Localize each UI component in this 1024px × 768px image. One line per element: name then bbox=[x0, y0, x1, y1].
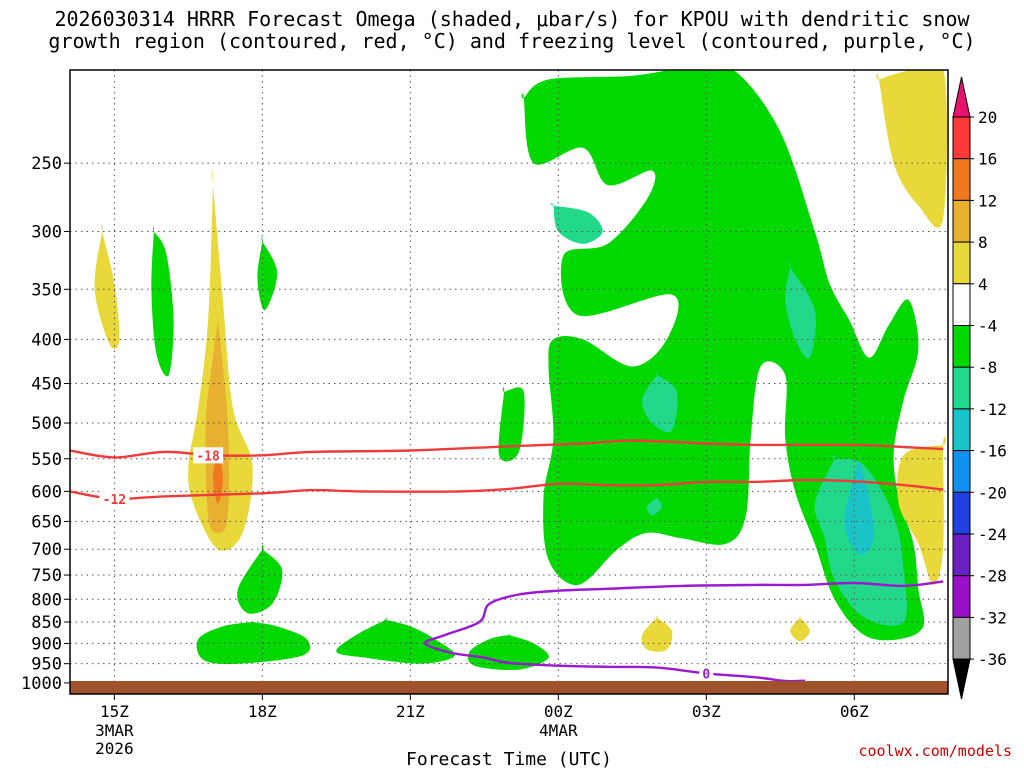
colorbar-top-arrow bbox=[952, 76, 971, 118]
omega-region-1 bbox=[151, 226, 174, 377]
colorbar-label-8: -16 bbox=[978, 442, 1007, 461]
colorbar-label-4: 4 bbox=[978, 275, 988, 294]
colorbar-segment-10 bbox=[952, 533, 971, 577]
colorbar-label-2: 12 bbox=[978, 191, 997, 210]
colorbar-label-5: -4 bbox=[978, 317, 997, 336]
contour-line-1 bbox=[70, 478, 944, 501]
contour-label-bg-0 bbox=[193, 447, 224, 464]
y-tick-label-450: 450 bbox=[31, 375, 62, 395]
colorbar-segment-2 bbox=[952, 199, 971, 243]
x-tick-label-00Z: 00Z bbox=[544, 702, 573, 721]
x-tick-label-06Z: 06Z bbox=[840, 702, 869, 721]
colorbar-bottom-arrow bbox=[952, 658, 971, 700]
x-tick-label-21Z: 21Z bbox=[396, 702, 425, 721]
x-tick-label-03Z: 03Z bbox=[692, 702, 721, 721]
contour-label-bg-1 bbox=[99, 490, 130, 507]
colorbar-segment-6 bbox=[952, 366, 971, 410]
contour-label-1: -12 bbox=[103, 493, 126, 508]
contour-line-0 bbox=[70, 439, 944, 459]
omega-region-11 bbox=[646, 496, 662, 516]
colorbar-segment-4 bbox=[952, 283, 971, 326]
y-tick-label-800: 800 bbox=[31, 590, 62, 610]
y-tick-label-300: 300 bbox=[31, 223, 62, 243]
y-tick-label-900: 900 bbox=[31, 634, 62, 654]
omega-region-18 bbox=[641, 615, 673, 652]
omega-region-14 bbox=[94, 224, 120, 349]
contour-label-2: 0 bbox=[702, 667, 710, 682]
colorbar-label-7: -12 bbox=[978, 400, 1007, 419]
omega-region-8 bbox=[550, 203, 603, 244]
omega-region-2 bbox=[257, 237, 278, 311]
credit-link[interactable]: coolwx.com/models bbox=[858, 742, 1012, 760]
colorbar-label-13: -36 bbox=[978, 650, 1007, 669]
temperature-contours: -18 -12 0 bbox=[70, 439, 944, 683]
y-tick-label-1000: 1000 bbox=[21, 674, 62, 694]
x-tick-sublabel-15Z-0: 3MAR bbox=[95, 721, 134, 740]
colorbar-segment-5 bbox=[952, 325, 971, 368]
y-tick-label-250: 250 bbox=[31, 154, 62, 174]
chart-title: 2026030314 HRRR Forecast Omega (shaded, … bbox=[0, 8, 1024, 52]
omega-region-5 bbox=[196, 621, 311, 664]
colorbar-segment-12 bbox=[952, 616, 971, 660]
contour-label-0: -18 bbox=[196, 449, 220, 464]
y-tick-label-350: 350 bbox=[31, 280, 62, 300]
title-line-2: growth region (contoured, red, °C) and f… bbox=[48, 29, 976, 53]
y-tick-label-700: 700 bbox=[31, 540, 62, 560]
terrain-strip bbox=[70, 681, 948, 694]
omega-region-19 bbox=[790, 615, 810, 642]
y-axis-tick-labels: 2503003504004505005506006507007508008509… bbox=[21, 154, 70, 694]
colorbar: 20 16 12 8 4 -4 -8 -12 -16 -20 -24 -28 -32 -36 bbox=[952, 76, 1007, 700]
x-axis-label: Forecast Time (UTC) bbox=[406, 749, 612, 768]
omega-region-21 bbox=[213, 440, 223, 504]
y-tick-label-600: 600 bbox=[31, 482, 62, 502]
y-tick-label-850: 850 bbox=[31, 613, 62, 633]
colorbar-segment-11 bbox=[952, 575, 971, 618]
omega-region-6 bbox=[336, 618, 455, 664]
colorbar-segment-8 bbox=[952, 450, 971, 493]
omega-region-4 bbox=[237, 545, 283, 614]
colorbar-label-1: 16 bbox=[978, 150, 997, 169]
colorbar-segment-1 bbox=[952, 158, 971, 201]
title-line-1: 2026030314 HRRR Forecast Omega (shaded, … bbox=[54, 7, 970, 31]
colorbar-label-10: -24 bbox=[978, 525, 1007, 544]
omega-region-17 bbox=[897, 436, 946, 585]
x-tick-sublabel-15Z-1: 2026 bbox=[95, 739, 134, 758]
omega-region-16 bbox=[876, 70, 948, 228]
colorbar-label-0: 20 bbox=[978, 108, 997, 127]
y-tick-label-750: 750 bbox=[31, 566, 62, 586]
colorbar-label-9: -20 bbox=[978, 483, 1007, 502]
plot-frame bbox=[69, 69, 949, 695]
colorbar-label-6: -8 bbox=[978, 358, 997, 377]
omega-region-20 bbox=[205, 310, 230, 533]
omega-region-3 bbox=[498, 387, 525, 462]
colorbar-label-12: -32 bbox=[978, 608, 1007, 627]
y-tick-label-650: 650 bbox=[31, 512, 62, 532]
contour-label-bg-2 bbox=[699, 665, 714, 682]
y-tick-label-950: 950 bbox=[31, 655, 62, 675]
colorbar-label-3: 8 bbox=[978, 233, 988, 252]
y-tick-label-500: 500 bbox=[31, 414, 62, 434]
x-tick-label-15Z: 15Z bbox=[100, 702, 129, 721]
y-tick-label-550: 550 bbox=[31, 450, 62, 470]
grid-lines bbox=[70, 70, 948, 694]
x-tick-sublabel-00Z-0: 4MAR bbox=[539, 721, 578, 740]
colorbar-segment-9 bbox=[952, 491, 971, 535]
omega-region-10 bbox=[642, 372, 678, 433]
colorbar-label-11: -28 bbox=[978, 567, 1007, 586]
omega-region-9 bbox=[785, 262, 816, 359]
colorbar-segment-3 bbox=[952, 241, 971, 285]
y-tick-label-400: 400 bbox=[31, 330, 62, 350]
contour-line-2 bbox=[423, 580, 944, 683]
omega-region-13 bbox=[844, 452, 875, 555]
colorbar-segment-0 bbox=[952, 116, 971, 160]
colorbar-segment-7 bbox=[952, 408, 971, 452]
x-tick-label-18Z: 18Z bbox=[248, 702, 277, 721]
